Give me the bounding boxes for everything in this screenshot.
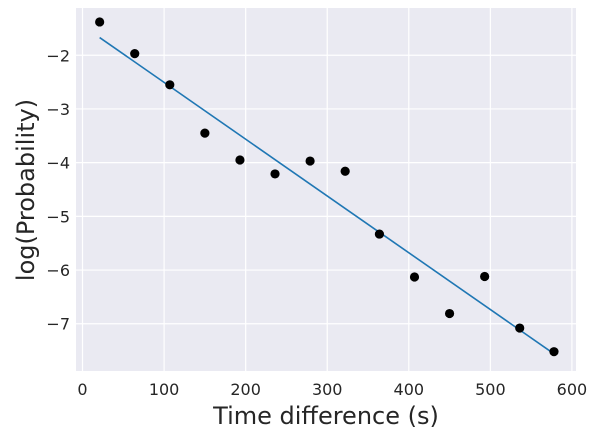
fit-line bbox=[99, 36, 555, 355]
data-point bbox=[374, 229, 385, 239]
data-point bbox=[235, 155, 245, 165]
data-point bbox=[165, 80, 175, 90]
x-tick-label: 500 bbox=[475, 380, 506, 399]
data-point bbox=[200, 128, 210, 138]
data-point bbox=[515, 323, 525, 333]
data-point bbox=[305, 156, 315, 166]
y-tick-labels: −2 −3 −4 −5 −6 −7 bbox=[46, 46, 70, 333]
x-tick-label: 0 bbox=[77, 380, 87, 399]
data-point bbox=[95, 17, 105, 27]
data-point bbox=[130, 49, 140, 59]
x-tick-label: 400 bbox=[394, 380, 425, 399]
y-tick-label: −5 bbox=[46, 207, 70, 226]
grid-lines bbox=[76, 8, 576, 371]
x-tick-label: 100 bbox=[149, 380, 180, 399]
y-tick-label: −2 bbox=[46, 46, 70, 65]
x-tick-label: 600 bbox=[557, 380, 588, 399]
data-point bbox=[480, 271, 490, 282]
data-point bbox=[409, 272, 420, 282]
y-tick-label: −7 bbox=[46, 315, 70, 334]
y-tick-label: −6 bbox=[46, 261, 70, 280]
data-point bbox=[270, 169, 280, 179]
x-tick-labels: 0 100 200 300 400 500 600 bbox=[77, 380, 587, 399]
y-tick-label: −4 bbox=[46, 154, 70, 173]
data-points bbox=[95, 17, 559, 357]
x-axis-label: Time difference (s) bbox=[212, 402, 439, 430]
x-tick-label: 300 bbox=[312, 380, 343, 399]
y-tick-label: −3 bbox=[46, 100, 70, 119]
y-axis-label: log(Probability) bbox=[12, 99, 40, 281]
x-tick-label: 200 bbox=[230, 380, 261, 399]
data-point bbox=[549, 347, 559, 357]
data-point bbox=[444, 308, 455, 319]
data-point bbox=[340, 166, 350, 176]
